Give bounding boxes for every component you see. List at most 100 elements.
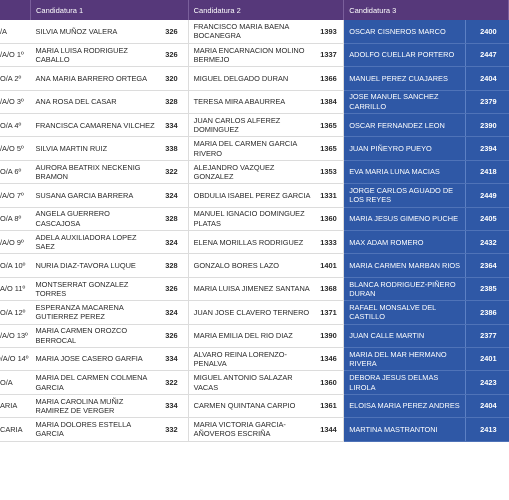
- position-cell: A/O 11º: [0, 277, 31, 302]
- position-label: /A/O 3º: [0, 97, 24, 107]
- candidatura-1-votes: 326: [158, 20, 189, 44]
- candidatura-1-name: ADELA AUXILIADORA LOPEZ SAEZ: [30, 230, 159, 255]
- candidatura-2-name: MARIA VICTORIA GARCIA-AÑOVEROS ESCRIÑA: [188, 417, 316, 442]
- position-label: CARIA: [0, 424, 23, 434]
- candidatura-3-votes: 2449: [465, 183, 509, 208]
- table-row: /A/O 13º MARIA CARMEN OROZCO BERROCAL 326 M…: [0, 324, 509, 348]
- candidatura-2-name: ALEJANDRO VAZQUEZ GONZALEZ: [188, 160, 316, 185]
- table-row: CARIA MARIA DOLORES ESTELLA GARCIA 332 MARI…: [0, 417, 509, 442]
- candidatura-1-votes: 326: [158, 43, 189, 68]
- candidatura-1-votes: 326: [158, 324, 189, 348]
- position-label: A/O 11º: [0, 284, 26, 294]
- candidatura-3-name: JUAN CALLE MARTIN: [343, 324, 466, 348]
- candidatura-1-name: MARIA JOSE CASERO GARFIA: [30, 347, 159, 372]
- candidatura-2-name: GONZALO BORES LAZO: [188, 253, 316, 278]
- candidatura-2-name: JUAN CARLOS ALFEREZ DOMINGUEZ: [188, 113, 316, 138]
- candidatura-1-votes: 332: [158, 417, 189, 442]
- table-row: O/A MARIA DEL CARMEN COLMENA GARCIA 322 MIG…: [0, 370, 509, 395]
- candidatura-3-votes: 2377: [465, 324, 509, 348]
- candidatura-3-name: DEBORA JESUS DELMAS LIROLA: [343, 370, 466, 395]
- candidatura-1-votes: 334: [158, 347, 189, 372]
- candidatura-1-votes: 328: [158, 253, 189, 278]
- table-row: ARIA MARIA CAROLINA MUÑIZ RAMIREZ DE VERG…: [0, 394, 509, 419]
- table-header: Candidatura 1 Candidatura 2 Candidatura …: [0, 0, 509, 20]
- position-label: O/A 4º: [0, 120, 22, 130]
- candidatura-2-name: CARMEN QUINTANA CARPIO: [188, 394, 316, 419]
- candidatura-2-name: TERESA MIRA ABAURREA: [188, 90, 316, 115]
- candidatura-3-name: MARIA JESUS GIMENO PUCHE: [343, 207, 466, 232]
- candidatura-1-name: ANA ROSA DEL CASAR: [30, 90, 159, 115]
- position-label: /A/O 7º: [0, 190, 24, 200]
- candidatura-2-votes: 1384: [315, 90, 345, 115]
- candidatura-2-name: ALVARO REINA LORENZO-PENALVA: [188, 347, 316, 372]
- candidatura-3-name: MAX ADAM ROMERO: [343, 230, 466, 255]
- table-row: O/A 6º AURORA BEATRIX NECKENIG BRAMON 322 A…: [0, 160, 509, 185]
- candidatura-3-votes: 2423: [465, 370, 509, 395]
- candidatura-3-votes: 2405: [465, 207, 509, 232]
- position-cell: O/A 4º: [0, 113, 31, 138]
- table-row: /A/O 3º ANA ROSA DEL CASAR 328 TERESA MIRA …: [0, 90, 509, 115]
- position-cell: O/A 8º: [0, 207, 31, 232]
- candidatura-2-votes: 1366: [315, 66, 345, 91]
- position-cell: /A: [0, 20, 31, 44]
- candidatura-1-votes: 324: [158, 230, 189, 255]
- candidatura-2-votes: 1393: [315, 20, 345, 44]
- position-cell: /A/O 5º: [0, 136, 31, 161]
- table-row: /A/O 5º SILVIA MARTIN RUIZ 338 MARIA DEL CA…: [0, 136, 509, 161]
- candidatura-2-votes: 1346: [315, 347, 345, 372]
- header-candidatura-1: Candidatura 1: [30, 0, 189, 20]
- candidatura-2-votes: 1368: [315, 277, 345, 302]
- table-row: O/A 12º ESPERANZA MACARENA GUTIERREZ PERE…: [0, 300, 509, 325]
- candidatura-1-votes: 322: [158, 370, 189, 395]
- table-row: /A/O 7º SUSANA GARCIA BARRERA 324 OBDULIA I…: [0, 183, 509, 208]
- position-label: O/A 8º: [0, 214, 22, 224]
- candidatura-2-votes: 1331: [315, 183, 345, 208]
- candidatura-1-name: MARIA DOLORES ESTELLA GARCIA: [30, 417, 159, 442]
- candidatura-2-name: MARIA DEL CARMEN GARCIA RIVERO: [188, 136, 316, 161]
- position-cell: O/A: [0, 370, 31, 395]
- header-candidatura-2: Candidatura 2: [188, 0, 345, 20]
- candidatura-2-name: OBDULIA ISABEL PEREZ GARCIA: [188, 183, 316, 208]
- candidatura-1-name: SILVIA MUÑOZ VALERA: [30, 20, 159, 44]
- candidatura-3-votes: 2394: [465, 136, 509, 161]
- position-label: O/A 2º: [0, 73, 22, 83]
- position-cell: O/A 10º: [0, 253, 31, 278]
- candidatura-2-votes: 1361: [315, 394, 345, 419]
- candidatura-3-votes: 2432: [465, 230, 509, 255]
- candidatura-1-name: MARIA CARMEN OROZCO BERROCAL: [30, 324, 159, 348]
- candidatura-3-name: MARIA CARMEN MARBAN RIOS: [343, 253, 466, 278]
- candidatura-3-name: BLANCA RODRIGUEZ-PIÑERO DURAN: [343, 277, 466, 302]
- position-cell: /A/O 13º: [0, 324, 31, 348]
- position-label: O/A: [0, 377, 13, 387]
- position-label: /A/O 13º: [0, 331, 28, 341]
- candidatura-1-name: MARIA CAROLINA MUÑIZ RAMIREZ DE VERGER: [30, 394, 159, 419]
- candidatura-3-name: EVA MARIA LUNA MACIAS: [343, 160, 466, 185]
- candidatura-3-name: OSCAR CISNEROS MARCO: [343, 20, 466, 44]
- candidatura-2-name: FRANCISCO MARIA BAENA BOCANEGRA: [188, 20, 316, 44]
- candidatura-1-name: AURORA BEATRIX NECKENIG BRAMON: [30, 160, 159, 185]
- candidatura-1-votes: 338: [158, 136, 189, 161]
- candidatura-2-votes: 1390: [315, 324, 345, 348]
- candidatura-2-votes: 1360: [315, 207, 345, 232]
- candidatura-3-name: JUAN PIÑEYRO PUEYO: [343, 136, 466, 161]
- candidatura-3-votes: 2379: [465, 90, 509, 115]
- candidatura-1-name: SILVIA MARTIN RUIZ: [30, 136, 159, 161]
- candidatura-3-votes: 2401: [465, 347, 509, 372]
- candidatura-3-votes: 2385: [465, 277, 509, 302]
- candidatura-1-votes: 326: [158, 277, 189, 302]
- candidatura-3-name: RAFAEL MONSALVE DEL CASTILLO: [343, 300, 466, 325]
- position-cell: CARIA: [0, 417, 31, 442]
- candidatura-3-votes: 2447: [465, 43, 509, 68]
- table-row: O/A 4º FRANCISCA CAMARENA VILCHEZ 334 JUAN …: [0, 113, 509, 138]
- table-row: /A/O 1º MARIA LUISA RODRIGUEZ CABALLO 326 M…: [0, 43, 509, 68]
- candidatura-2-votes: 1353: [315, 160, 345, 185]
- candidatura-3-name: JOSE MANUEL SANCHEZ CARRILLO: [343, 90, 466, 115]
- position-label: /A/O 1º: [0, 50, 24, 60]
- position-label: /A: [0, 26, 7, 36]
- candidatura-3-votes: 2404: [465, 394, 509, 419]
- candidatura-3-votes: 2413: [465, 417, 509, 442]
- candidatura-3-votes: 2418: [465, 160, 509, 185]
- position-label: O/A 10º: [0, 260, 26, 270]
- position-label: O/A 6º: [0, 167, 22, 177]
